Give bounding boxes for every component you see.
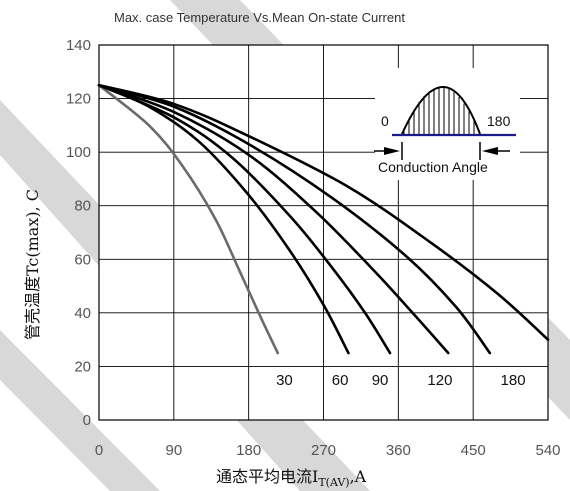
- inset-caption: Conduction Angle: [378, 159, 488, 175]
- y-tick-label: 140: [66, 37, 91, 54]
- x-tick-label: 540: [535, 442, 560, 459]
- x-tick-label: 180: [236, 442, 261, 459]
- inset-arrow-left: [384, 147, 400, 155]
- x-tick-label: 450: [461, 442, 486, 459]
- x-tick-label: 360: [386, 442, 411, 459]
- curve-120: [97, 83, 450, 355]
- curve-DC: [97, 83, 550, 341]
- inset-hatch: [403, 87, 475, 134]
- curve-labels: 30 60 90 120 180: [276, 372, 526, 389]
- inset-label-zero: 0: [381, 113, 389, 129]
- chart-title: Max. case Temperature Vs.Mean On-state C…: [114, 10, 405, 25]
- curve-label: 180: [501, 372, 526, 389]
- x-tick-label: 0: [95, 442, 103, 459]
- x-axis-ticks: 0 90 180 270 360 450 540: [95, 442, 561, 459]
- y-axis-label: 管壳温度Tc(max), C: [23, 189, 42, 340]
- inset-label-180: 180: [487, 113, 511, 129]
- x-axis-label-tail: ,A: [350, 467, 367, 486]
- curve-90: [97, 83, 392, 355]
- y-tick-label: 20: [74, 358, 91, 375]
- y-tick-label: 80: [74, 198, 91, 215]
- curves: [97, 83, 550, 355]
- inset-arrow-right: [482, 147, 498, 155]
- y-tick-label: 100: [66, 144, 91, 161]
- x-axis-label-main: 通态平均电流I: [216, 467, 318, 486]
- y-tick-label: 0: [83, 412, 91, 429]
- conduction-angle-inset: 0 180 Conduction Angle: [374, 68, 520, 180]
- inset-half-sine: [401, 86, 481, 135]
- y-tick-label: 120: [66, 91, 91, 108]
- y-axis-ticks: 0 20 40 60 80 100 120 140: [66, 37, 91, 429]
- curve-30: [97, 83, 280, 355]
- curve-label: 30: [276, 372, 293, 389]
- curve-180: [97, 83, 492, 355]
- x-axis-label-sub: T(AV): [318, 476, 349, 489]
- y-tick-label: 60: [74, 251, 91, 268]
- x-axis-label: 通态平均电流IT(AV),A: [216, 467, 367, 489]
- curve-label: 60: [332, 372, 349, 389]
- curve-label: 90: [372, 372, 389, 389]
- x-tick-label: 90: [165, 442, 182, 459]
- x-tick-label: 270: [311, 442, 336, 459]
- curve-label: 120: [427, 372, 452, 389]
- y-tick-label: 40: [74, 305, 91, 322]
